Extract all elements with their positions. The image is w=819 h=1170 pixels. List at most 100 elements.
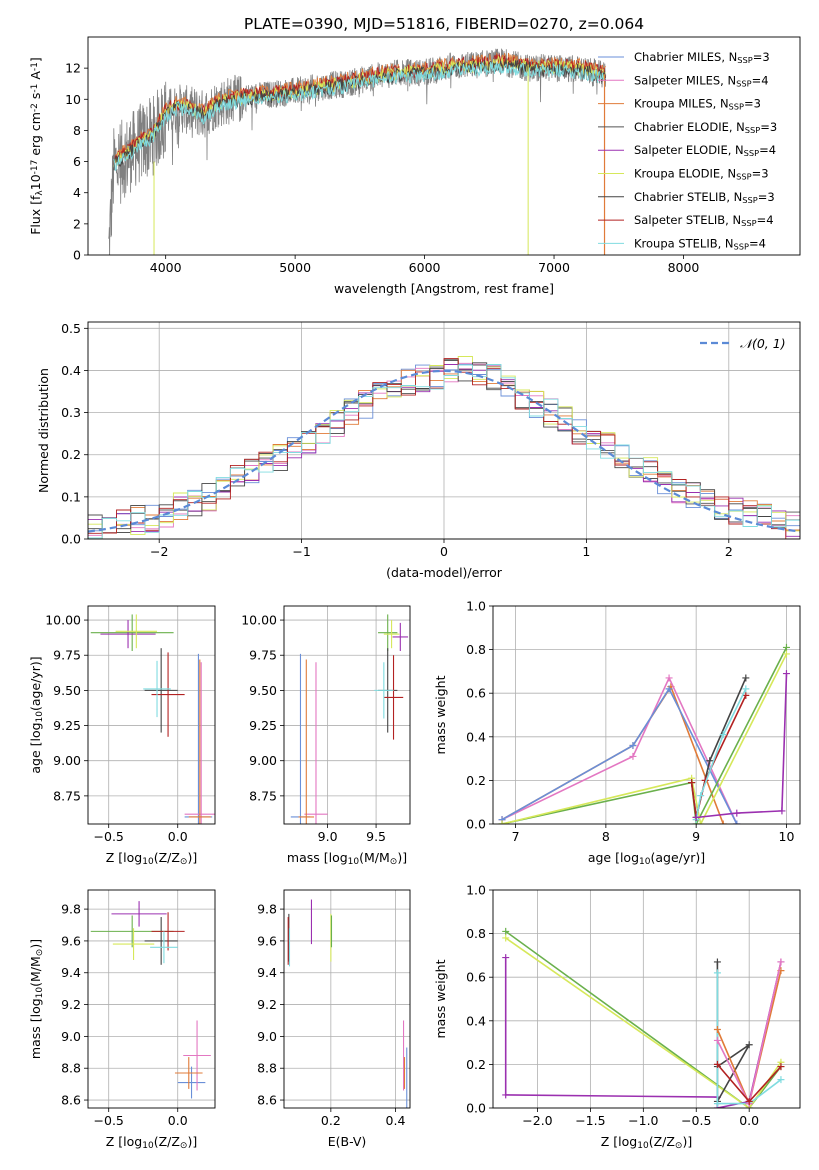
axes-frame — [283, 605, 411, 825]
plot-area-age_vs_Z — [90, 614, 215, 824]
x-tick-label: 0.0 — [739, 1113, 759, 1128]
y-axis-label: Flux [fλ10-17 erg cm-2 s-1 A-1] — [28, 57, 45, 235]
x-tick-label: 9.5 — [366, 829, 386, 844]
legend-label: Kroupa ELODIE, NSSP=3 — [634, 167, 769, 182]
point-marker — [706, 757, 714, 765]
x-tick-label: 0.2 — [321, 1113, 341, 1128]
y-axis-label: age [log10(age/yr)] — [28, 656, 45, 773]
y-tick-label: 0.3 — [61, 405, 81, 420]
y-axis-label: mass weight — [433, 675, 448, 754]
plot-area-mass_weight_vs_age — [498, 643, 790, 824]
y-tick-label: 0.4 — [466, 729, 486, 744]
x-tick-label: 2 — [725, 544, 733, 559]
y-tick-label: 9.6 — [61, 933, 81, 948]
plot-area-spectrum — [108, 48, 607, 255]
panel-mass_weight_vs_Z: −2.0 −1.5 −1.0 −0.5 0.0 0.0 0.2 0.4 0.6 0.8 1.0 Z [… — [433, 883, 801, 1151]
point-marker — [777, 1076, 785, 1084]
x-tick-label: −1.5 — [575, 1113, 605, 1128]
point-marker — [777, 1063, 785, 1071]
point-marker — [742, 691, 750, 699]
x-tick-label: 0 — [440, 544, 448, 559]
axes-frame — [87, 605, 216, 825]
y-tick-label: 9.00 — [53, 753, 81, 768]
point-marker — [697, 820, 705, 824]
x-tick-label: 9.0 — [318, 829, 338, 844]
x-tick-label: 10 — [779, 829, 795, 844]
y-tick-label: 8.6 — [257, 1093, 277, 1108]
line-series — [501, 687, 738, 824]
x-axis-label: mass [log10(M/M⊙)] — [287, 850, 407, 867]
y-tick-label: 0.8 — [466, 926, 486, 941]
point-marker — [629, 752, 637, 760]
x-axis-label: Z [log10(Z/Z⊙)] — [106, 850, 197, 867]
point-marker — [697, 792, 705, 800]
point-marker — [498, 820, 506, 824]
x-tick-label: 7 — [512, 829, 520, 844]
plot-area-residuals — [88, 356, 800, 539]
y-tick-label: 10 — [65, 92, 81, 107]
x-axis-label: wavelength [Angstrom, rest frame] — [334, 281, 554, 296]
x-tick-label: 9 — [692, 829, 700, 844]
y-tick-label: 9.75 — [249, 648, 277, 663]
point-marker — [665, 674, 673, 682]
y-tick-label: 0.6 — [466, 970, 486, 985]
panel-age_vs_Z: −0.5 0.0 8.75 9.00 9.25 9.50 9.75 10.00 Z [log10… — [28, 605, 216, 867]
y-tick-label: 9.50 — [53, 683, 81, 698]
y-tick-label: 9.8 — [257, 902, 277, 917]
point-marker — [688, 779, 696, 787]
axes-frame — [87, 36, 801, 256]
y-tick-label: 8 — [73, 123, 81, 138]
x-tick-label: 0.0 — [168, 1113, 188, 1128]
y-tick-label: 9.6 — [257, 933, 277, 948]
axes-frame — [492, 605, 801, 825]
x-axis-label: E(B-V) — [328, 1134, 367, 1149]
point-marker — [629, 742, 637, 750]
legend-label: Salpeter ELODIE, NSSP=4 — [634, 143, 776, 158]
legend-label: Chabrier ELODIE, NSSP=3 — [634, 120, 777, 135]
figure-title: PLATE=0390, MJD=51816, FIBERID=0270, z=0… — [244, 15, 644, 33]
x-axis-label: Z [log10(Z/Z⊙)] — [601, 1134, 692, 1151]
point-marker — [502, 954, 510, 962]
x-tick-label: −0.5 — [94, 1113, 124, 1128]
point-marker — [745, 1097, 753, 1105]
x-tick-label: 4000 — [150, 260, 182, 275]
point-marker — [502, 927, 510, 935]
line-series — [695, 688, 747, 820]
y-axis-label: mass weight — [433, 959, 448, 1038]
point-marker — [713, 1026, 721, 1034]
panel-spectrum: 4000 5000 6000 7000 8000 0 2 4 6 8 10 12 wavelength … — [28, 36, 801, 296]
line-series — [505, 930, 782, 1108]
point-marker — [713, 1060, 721, 1068]
y-axis-label: Normed distribution — [36, 368, 51, 493]
point-marker — [733, 809, 741, 817]
x-axis-label: Z [log10(Z/Z⊙)] — [106, 1134, 197, 1151]
plot-area-age_vs_mass — [290, 614, 409, 824]
point-marker — [733, 820, 741, 824]
x-tick-label: −2 — [150, 544, 168, 559]
axes-frame — [283, 889, 411, 1109]
point-marker — [742, 674, 750, 682]
y-tick-label: 0.1 — [61, 489, 81, 504]
x-tick-label: −0.5 — [94, 829, 124, 844]
point-marker — [778, 807, 786, 815]
point-marker — [713, 969, 721, 977]
y-tick-label: 2 — [73, 216, 81, 231]
y-tick-label: 8.75 — [249, 788, 277, 803]
legend-label: Salpeter MILES, NSSP=4 — [634, 73, 769, 88]
y-tick-label: 9.75 — [53, 648, 81, 663]
y-tick-label: 1.0 — [466, 883, 486, 898]
panel-mass_vs_EBV: 0.2 0.4 8.6 8.8 9.0 9.2 9.4 9.6 9.8 E(B-V) — [257, 889, 411, 1149]
plot-area-mass_weight_vs_Z — [502, 927, 785, 1108]
x-tick-label: 1 — [582, 544, 590, 559]
y-tick-label: 0.0 — [466, 817, 486, 832]
y-tick-label: 0.2 — [61, 447, 81, 462]
plot-area-mass_vs_EBV — [287, 899, 408, 1108]
y-tick-label: 0.4 — [466, 1013, 486, 1028]
y-tick-label: 6 — [73, 154, 81, 169]
panel-age_vs_mass: 9.0 9.5 8.75 9.00 9.25 9.50 9.75 10.00 mass [log… — [241, 605, 411, 867]
panel-mass_weight_vs_age: 7 8 9 10 0.0 0.2 0.4 0.6 0.8 1.0 age [log10(age/yr… — [433, 599, 801, 867]
y-tick-label: 9.2 — [61, 997, 81, 1012]
legend-label: Chabrier MILES, NSSP=3 — [634, 50, 770, 65]
y-tick-label: 9.4 — [257, 965, 277, 980]
